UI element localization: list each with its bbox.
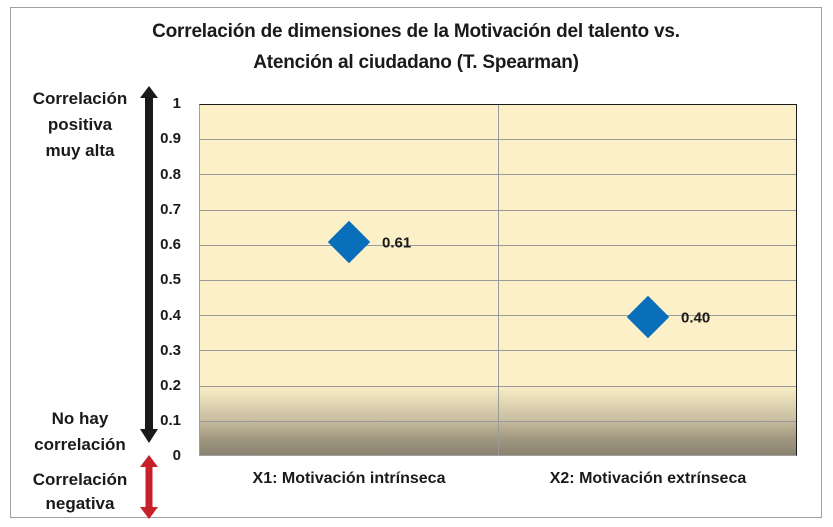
x-category-label: X2: Motivación extrínseca [549,470,747,487]
annotation-line: Correlación [32,470,128,489]
annotation-negative: Correlación negativa [15,468,145,516]
y-tick-label: 0 [172,447,181,464]
y-tick-label: 0.2 [160,377,181,394]
y-tick-label: 0.6 [160,236,181,253]
category-divider [498,105,499,455]
annotation-positive-high: Correlación positiva muy alta [15,86,145,164]
annotation-line: correlación [34,435,126,454]
annotation-line: positiva [47,115,113,134]
y-tick-label: 0.5 [160,271,181,288]
data-label: 0.40 [681,309,711,327]
y-tick-label: 0.7 [160,201,181,218]
annotation-line: No hay [51,409,109,428]
annotation-line: muy alta [45,141,115,160]
annotation-line: negativa [45,494,115,513]
annotation-no-correlation: No hay correlación [15,406,145,458]
y-tick-label: 0.1 [160,412,181,429]
y-tick-label: 0.8 [160,165,181,183]
x-category-label: X1: Motivación intrínseca [252,470,446,487]
chart-title: Correlación de dimensiones de la Motivac… [10,16,822,78]
y-tick-label: 0.9 [160,130,181,147]
chart-title-line-1: Correlación de dimensiones de la Motivac… [152,21,680,42]
chart-title-line-2: Atención al ciudadano (T. Spearman) [253,52,579,73]
positive-correlation-arrow-icon [140,86,158,443]
annotation-line: Correlación [32,89,128,108]
y-tick-label: 0.4 [160,306,181,324]
data-label: 0.61 [382,234,412,252]
y-tick-label: 1 [172,95,181,112]
y-tick-label: 0.3 [160,342,181,359]
plot-area [199,104,797,456]
negative-correlation-arrow-icon [140,455,158,519]
